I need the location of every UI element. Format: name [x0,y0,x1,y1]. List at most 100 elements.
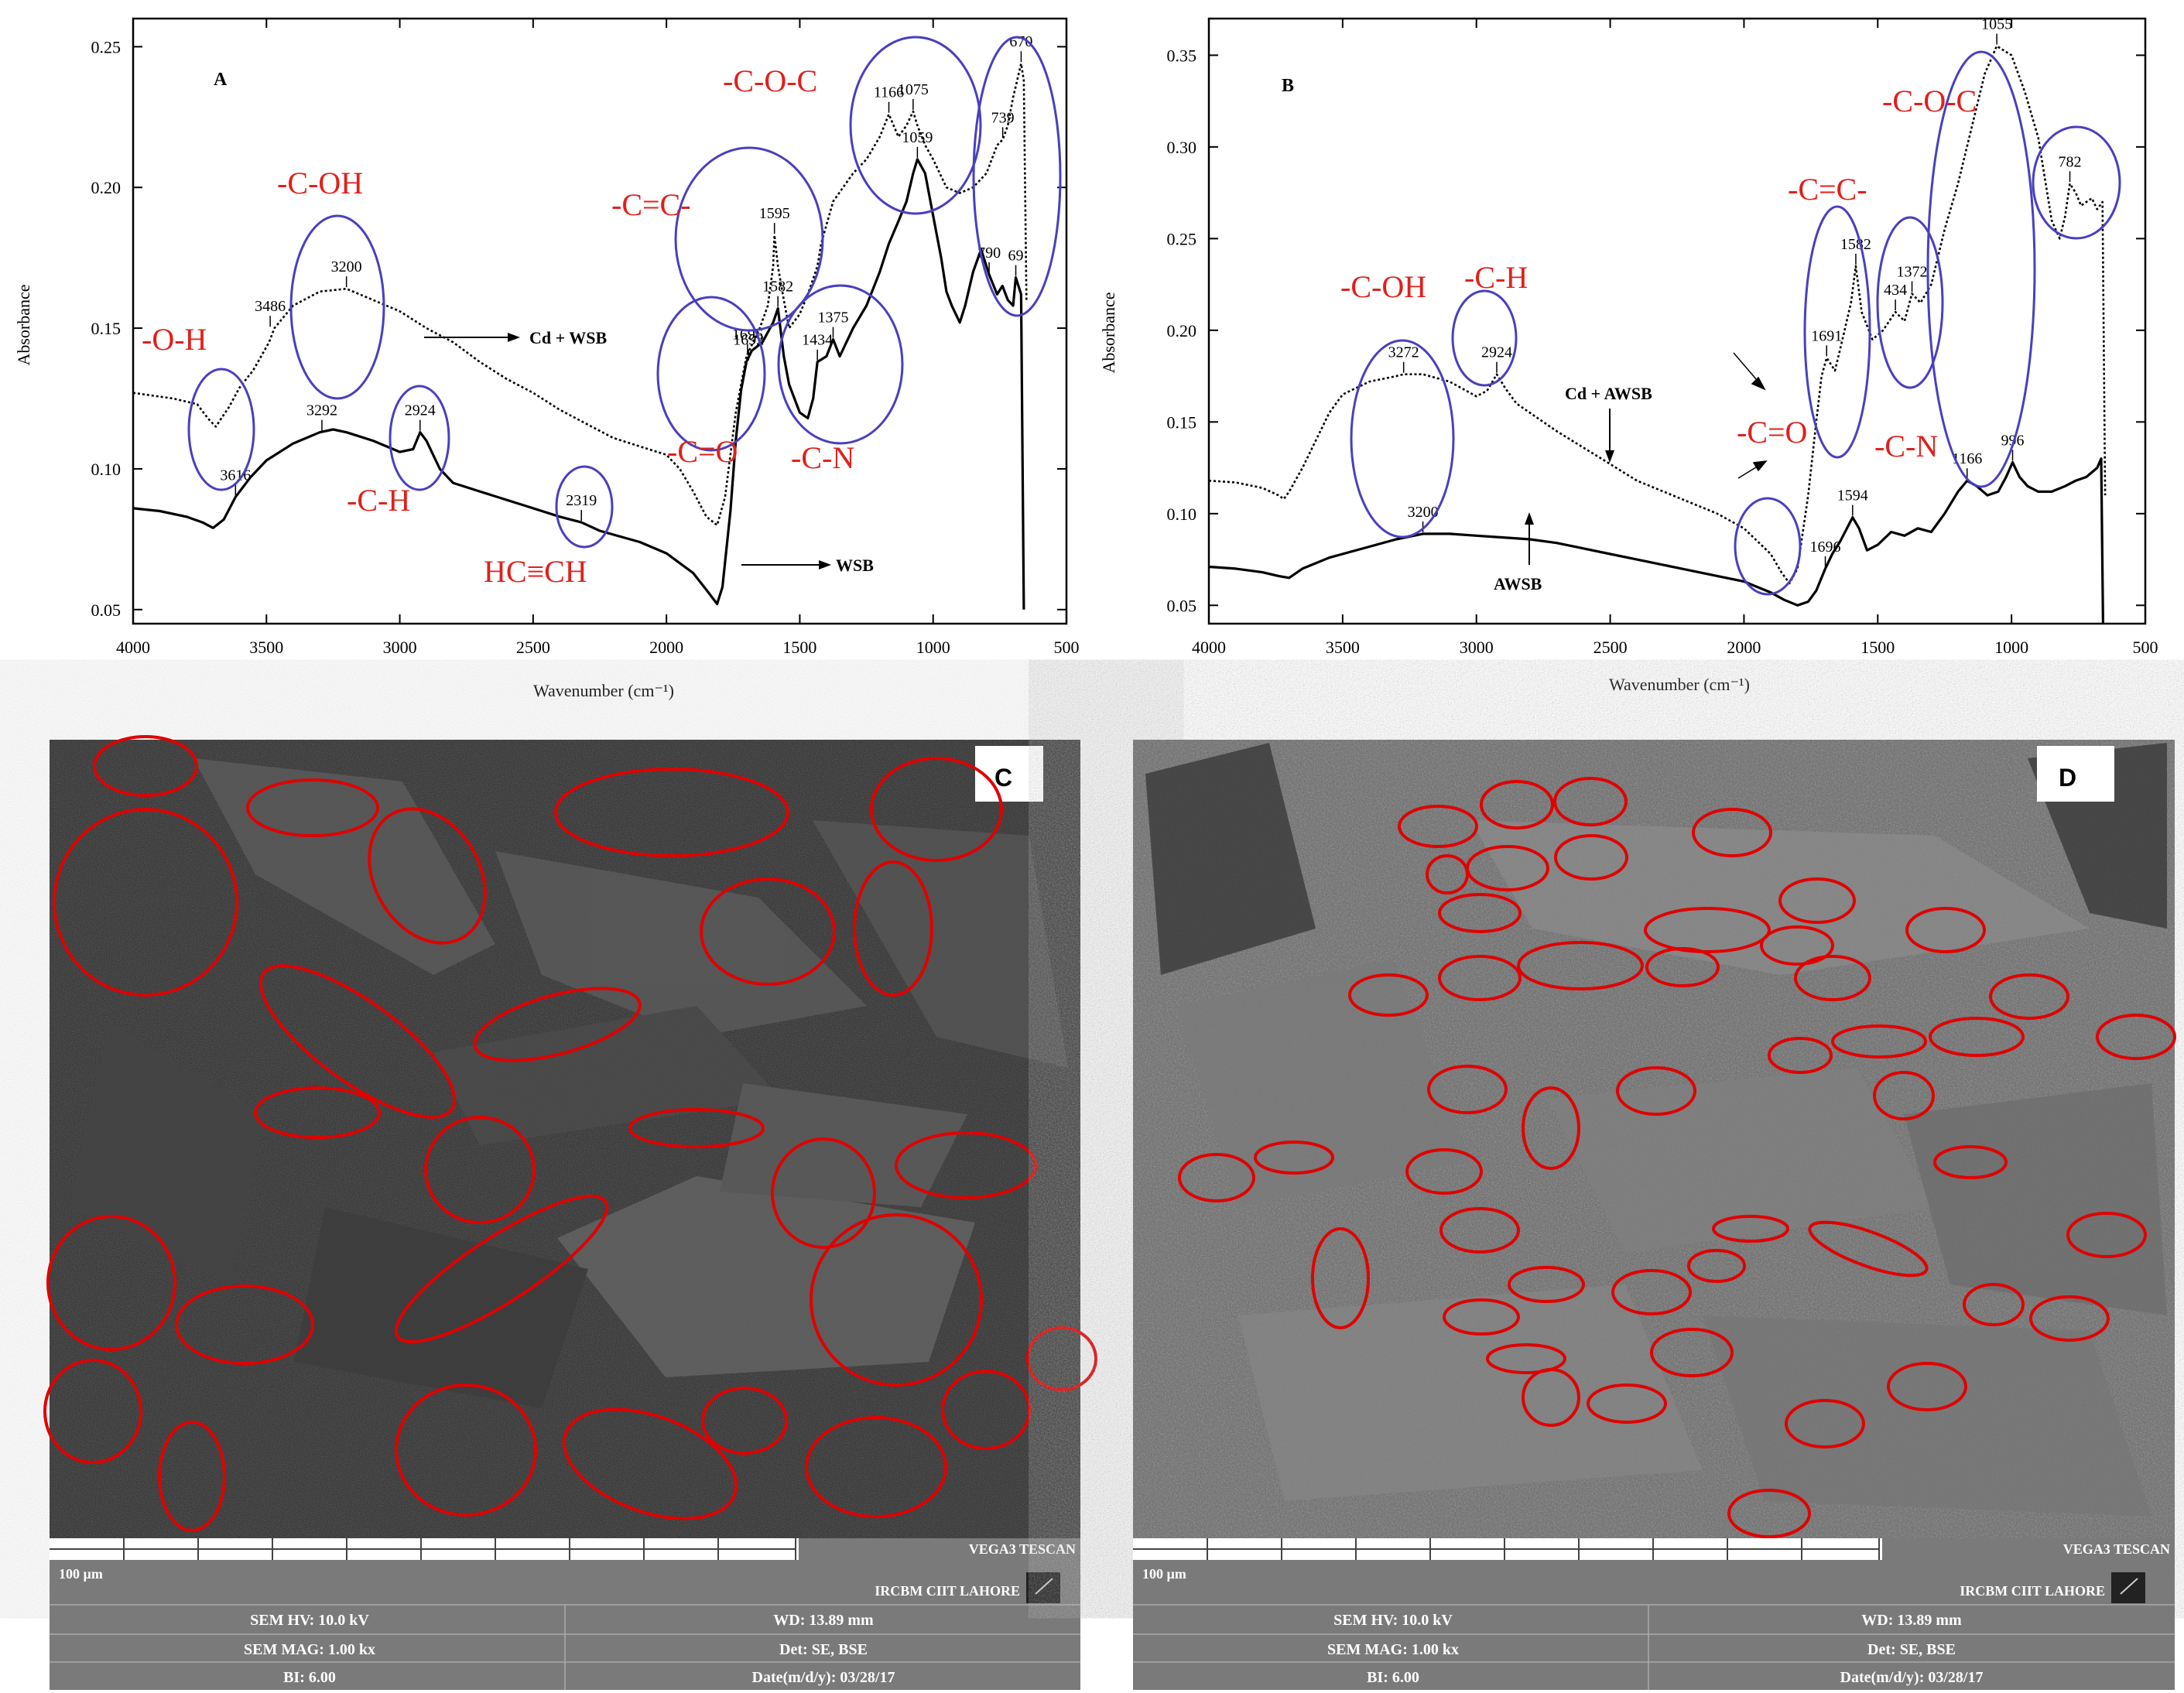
series-b [1209,45,2107,624]
panel-label-box-d [2037,746,2114,802]
ellipse-ch-b [1451,289,1518,387]
scale-bar-label-c: 100 µm [59,1566,103,1582]
x-tick-label-a-1: 3500 [249,638,283,657]
series-line-a-1 [133,158,1025,610]
panel-label-b: B [1282,76,1294,96]
ellipse-coc-b [1926,50,2036,488]
series-a [133,62,1028,610]
group-label-cc-b: -C=C- [1788,172,1867,207]
peak-label-b-10: 996 [2001,432,2025,449]
peak-label-b-4: 1696 [1810,539,1841,556]
svg-text:Cd + AWSB: Cd + AWSB [1565,384,1652,403]
lab-d: IRCBM CIIT LAHORE [1960,1583,2105,1599]
peak-label-b-2: 2924 [1481,344,1512,361]
x-tick-label-a-4: 2000 [649,638,683,657]
peak-label-b-12: 782 [2059,153,2082,170]
x-tick-label-b-6: 1000 [1994,638,2028,657]
peak-label-a-11: 1375 [818,310,849,327]
peak-label-b-6: 1594 [1837,487,1868,504]
sem-bi-d: BI: 6.00 [1367,1669,1419,1686]
x-tick-label-a-0: 4000 [116,638,150,657]
x-tick-label-b-7: 500 [2133,638,2158,657]
peak-label-a-5: 2319 [566,492,597,509]
sem-date-c: Date(m/d/y): 03/28/17 [752,1669,895,1686]
ellipse-hcch-a [555,465,614,549]
y-tick-label-a-2: 0.15 [91,319,122,338]
sem-flakes-d [1145,743,2167,1517]
panel-label-d: D [2059,764,2076,792]
peak-label-a-1: 3200 [331,258,362,275]
scale-bar-label-d: 100 µm [1142,1566,1186,1582]
x-tick-label-a-5: 1500 [782,638,816,657]
series-line-b-1 [1209,457,2104,624]
peak-label-a-15: 790 [977,245,1001,262]
x-tick-label-b-5: 1500 [1861,638,1895,657]
ellipse-coh-a [289,214,385,400]
series-line-b-0 [1209,45,2107,585]
sem-info-bar-d: 100 µm VEGA3 TESCAN IRCBM CIIT LAHORE SE… [1133,1538,2175,1690]
x-tick-label-b-2: 3000 [1460,638,1494,657]
sem-bi-c: BI: 6.00 [283,1669,336,1686]
x-axis-label-b: Wavenumber (cm⁻¹) [1609,675,1750,694]
peak-label-a-16: 739 [991,109,1015,126]
plot-frame-a [132,17,1068,625]
peak-label-a-2: 3292 [306,402,337,419]
y-tick-label-b-1: 0.10 [1167,504,1197,524]
axes-b: 4000 3500 3000 2500 2000 1500 1000 500 0.05 0.10 0… [1167,19,2158,657]
peak-label-b-5: 1582 [1840,236,1871,253]
peak-label-a-18: 69 [1008,248,1024,265]
sem-wd-c: WD: 13.89 mm [773,1612,874,1629]
sem-panel-c: C [43,735,1097,1690]
ellipse-oh-a [187,368,255,491]
panel-label-a: A [214,70,228,90]
sem-det-c: Det: SE, BSE [779,1641,868,1658]
peak-label-a-8: 1582 [762,279,793,296]
group-label-coh-a: -C-OH [277,166,363,200]
x-axis-label-a: Wavenumber (cm⁻¹) [533,681,674,700]
functional-group-ellipses-b [1350,50,2121,596]
ellipse-coh-b [1350,339,1455,539]
x-tick-label-b-4: 2000 [1727,638,1761,657]
curve-label-cd-awsb: Cd + AWSB [1565,384,1652,463]
ellipse-cn-a [777,284,904,445]
peak-label-b-7: 434 [1884,282,1907,299]
sem-date-d: Date(m/d/y): 03/28/17 [1840,1669,1984,1686]
peak-label-a-3: 3616 [220,467,251,484]
group-label-cn-a: -C-N [791,440,854,475]
functional-group-ellipses-a [187,36,1062,549]
y-tick-label-b-3: 0.20 [1167,321,1197,340]
ellipse-cc-b [1803,205,1871,459]
peak-label-b-3: 1691 [1811,327,1842,344]
ellipse-cn-b [1876,216,1944,389]
y-axis-label-b: Absorbance [1099,292,1118,373]
ellipse-coc-a-2 [972,36,1062,317]
panel-label-c: C [994,764,1012,792]
lab-c: IRCBM CIIT LAHORE [875,1583,1020,1599]
curve-label-awsb: AWSB [1494,512,1542,593]
group-label-ch-b: -C-H [1464,260,1528,295]
curve-label-cd-wsb: Cd + WSB [424,328,607,347]
axes-a: 4000 3500 3000 2500 2000 1500 1000 500 0.05 0.10 0… [91,19,1080,657]
peak-label-b-11: 1055 [1981,16,2012,33]
y-axis-label-a: Absorbance [14,284,33,365]
group-label-coc-a: -C-O-C [723,63,817,98]
y-tick-label-a-1: 0.10 [91,460,122,479]
ftir-panel-b: 4000 3500 3000 2500 2000 1500 1000 500 0.05 0.10 0… [1099,16,2158,694]
peak-label-b-0: 3272 [1388,344,1419,361]
svg-text:WSB: WSB [836,556,874,575]
group-label-coc-b: -C-O-C [1882,84,1977,118]
group-label-cc-a: -C=C- [611,187,691,222]
sem-info-bar-c: 100 µm VEGA3 TESCAN IRCBM CIIT LAHORE SE… [50,1538,1080,1690]
x-tick-label-b-1: 3500 [1326,638,1360,657]
group-label-co-b: -C=O [1737,415,1807,450]
x-tick-label-a-7: 500 [1054,638,1080,657]
group-label-hcch-a: HC≡CH [484,554,587,589]
x-tick-label-a-6: 1000 [916,638,950,657]
pore-ellipses-c [43,735,1097,1532]
ellipse-ch-a [389,385,450,491]
x-tick-label-b-3: 2500 [1593,638,1628,657]
y-tick-label-b-6: 0.35 [1167,46,1197,65]
y-tick-label-b-4: 0.25 [1167,229,1197,248]
pore-ellipses-d [1178,777,2176,1538]
group-label-co-a: -C=O [667,434,738,469]
